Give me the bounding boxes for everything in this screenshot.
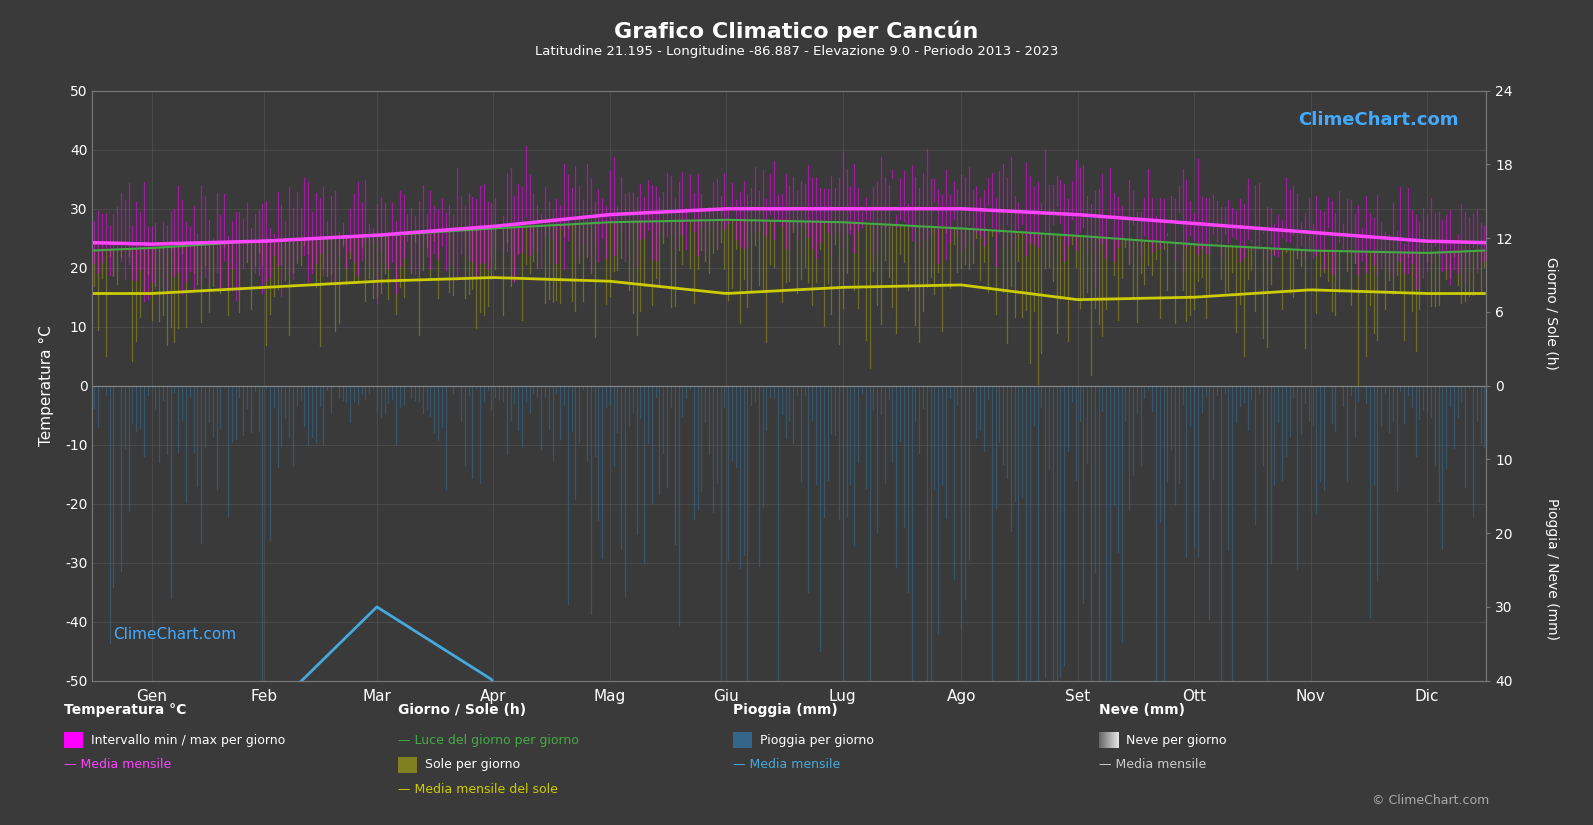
Text: Giorno / Sole (h): Giorno / Sole (h) bbox=[1545, 257, 1558, 370]
Text: Intervallo min / max per giorno: Intervallo min / max per giorno bbox=[91, 733, 285, 747]
Text: Pioggia / Neve (mm): Pioggia / Neve (mm) bbox=[1545, 498, 1558, 640]
Text: Sole per giorno: Sole per giorno bbox=[425, 758, 521, 771]
Text: © ClimeChart.com: © ClimeChart.com bbox=[1372, 794, 1489, 808]
Text: Temperatura °C: Temperatura °C bbox=[64, 703, 186, 717]
Text: Giorno / Sole (h): Giorno / Sole (h) bbox=[398, 703, 526, 717]
Text: — Media mensile: — Media mensile bbox=[733, 758, 840, 771]
Text: Neve (mm): Neve (mm) bbox=[1099, 703, 1185, 717]
Text: Pioggia per giorno: Pioggia per giorno bbox=[760, 733, 873, 747]
Text: ClimeChart.com: ClimeChart.com bbox=[1298, 111, 1459, 130]
Y-axis label: Temperatura °C: Temperatura °C bbox=[38, 325, 54, 446]
Text: Pioggia (mm): Pioggia (mm) bbox=[733, 703, 838, 717]
Text: — Media mensile del sole: — Media mensile del sole bbox=[398, 783, 558, 796]
Text: — Media mensile: — Media mensile bbox=[1099, 758, 1206, 771]
Text: — Media mensile: — Media mensile bbox=[64, 758, 170, 771]
Text: Grafico Climatico per Cancún: Grafico Climatico per Cancún bbox=[615, 21, 978, 42]
Text: Neve per giorno: Neve per giorno bbox=[1126, 733, 1227, 747]
Text: ClimeChart.com: ClimeChart.com bbox=[113, 627, 236, 643]
Text: Latitudine 21.195 - Longitudine -86.887 - Elevazione 9.0 - Periodo 2013 - 2023: Latitudine 21.195 - Longitudine -86.887 … bbox=[535, 45, 1058, 58]
Text: — Luce del giorno per giorno: — Luce del giorno per giorno bbox=[398, 733, 580, 747]
